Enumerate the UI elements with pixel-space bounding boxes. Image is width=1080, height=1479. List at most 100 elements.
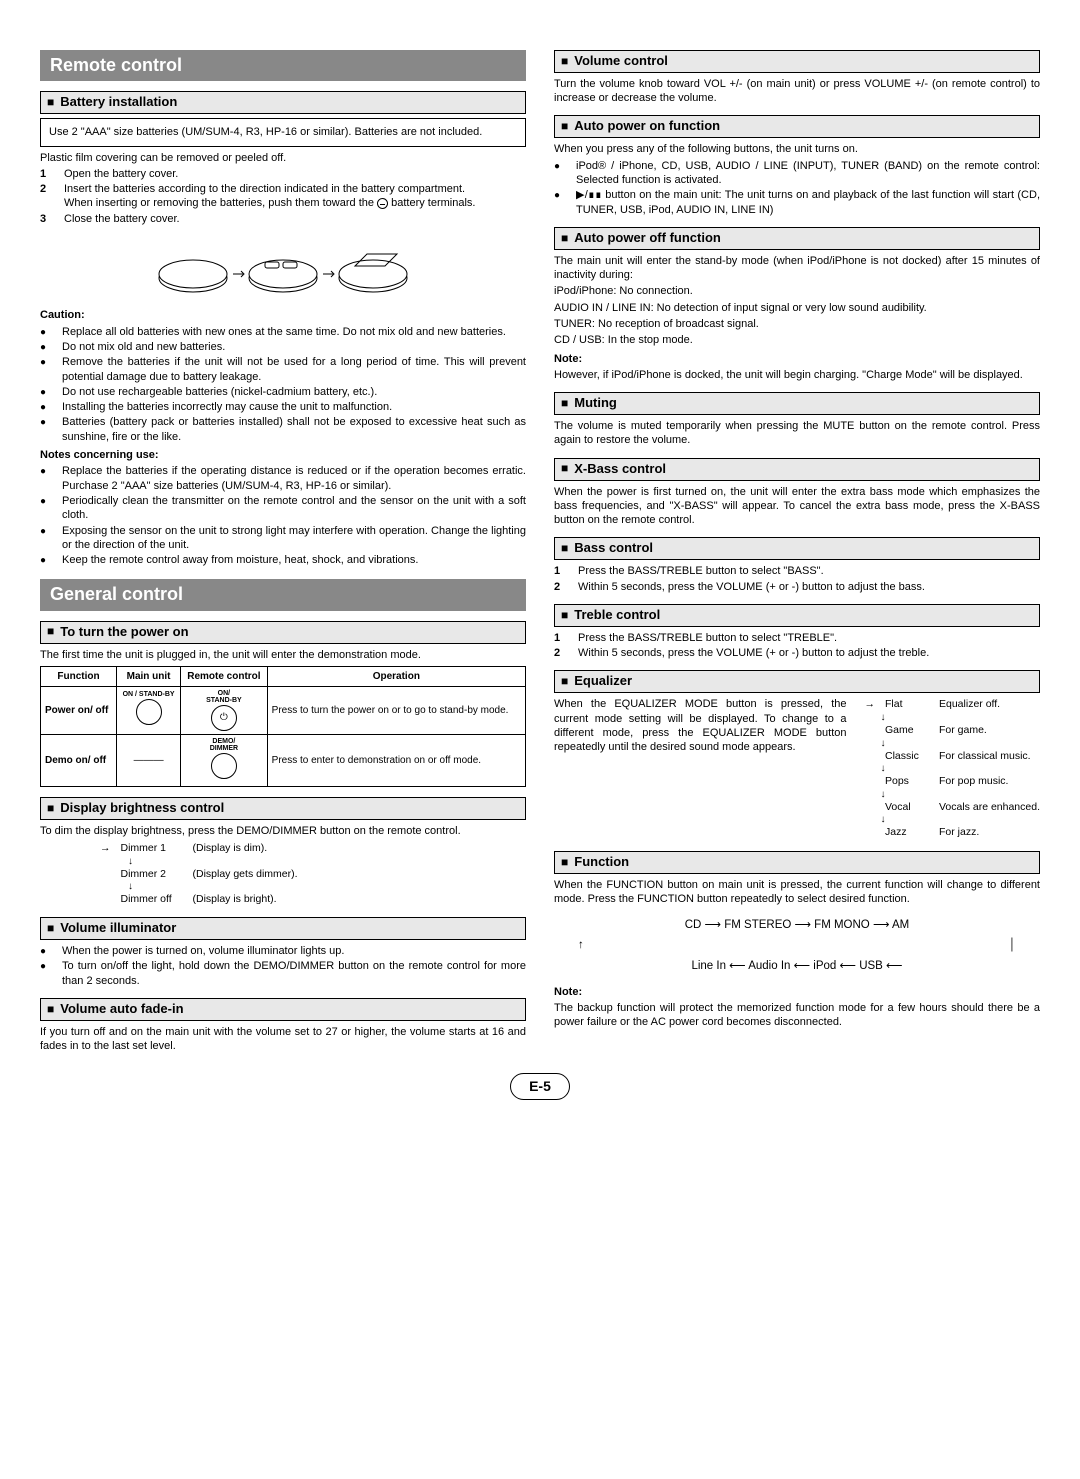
power-remote-icon: ⏻	[211, 705, 237, 731]
subhead-bass-text: Bass control	[574, 540, 653, 557]
caution-item: Replace all old batteries with new ones …	[62, 325, 526, 339]
arrow-down-icon: ↓	[881, 764, 1041, 774]
subhead-eq-text: Equalizer	[574, 673, 632, 690]
eq-desc: For classical music.	[939, 750, 1031, 764]
subhead-bass: Bass control	[554, 537, 1040, 560]
step-num: 2	[554, 646, 568, 660]
eq-mode-list: →FlatEqualizer off. ↓ →GameFor game. ↓ →…	[865, 697, 1041, 841]
subhead-illum-text: Volume illuminator	[60, 920, 176, 937]
step-text: Within 5 seconds, press the VOLUME (+ or…	[578, 646, 1040, 660]
step-num: 3	[40, 212, 54, 226]
step-text: Press the BASS/TREBLE button to select "…	[578, 631, 1040, 645]
dimmer-desc: (Display gets dimmer).	[193, 868, 298, 882]
subhead-fadein: Volume auto fade-in	[40, 998, 526, 1021]
apoff-line: AUDIO IN / LINE IN: No detection of inpu…	[554, 301, 1040, 315]
illum-list: When the power is turned on, volume illu…	[40, 944, 526, 988]
cycle-verticals: ↑│	[564, 935, 1030, 956]
arrow-down-icon: ↓	[128, 882, 526, 892]
subhead-treble-text: Treble control	[574, 607, 660, 624]
step-text: Insert the batteries according to the di…	[64, 182, 526, 211]
power-intro: The first time the unit is plugged in, t…	[40, 648, 526, 662]
step-num: 1	[40, 167, 54, 181]
eq-desc: For game.	[939, 724, 987, 738]
banner-general-control: General control	[40, 579, 526, 610]
left-column: Remote control Battery installation Use …	[40, 50, 526, 1055]
caution-item: Batteries (battery pack or batteries ins…	[62, 415, 526, 444]
arrow-down-icon: ↓	[881, 815, 1041, 825]
subhead-muting: Muting	[554, 392, 1040, 415]
cycle-top: CD ⟶ FM STEREO ⟶ FM MONO ⟶ AM	[564, 915, 1030, 936]
subhead-illuminator: Volume illuminator	[40, 917, 526, 940]
illum-item: To turn on/off the light, hold down the …	[62, 959, 526, 988]
main-btn-label: ON / STAND-BY	[121, 691, 176, 698]
dimmer-desc: (Display is dim).	[193, 842, 268, 856]
func-note-hd: Note:	[554, 985, 1040, 999]
caution-item: Installing the batteries incorrectly may…	[62, 400, 526, 414]
step2-extra: When inserting or removing the batteries…	[64, 197, 377, 209]
eq-mode: Vocal	[885, 801, 929, 815]
function-cycle: CD ⟶ FM STEREO ⟶ FM MONO ⟶ AM ↑│ Line In…	[564, 915, 1030, 977]
arrow-up-icon: ↑	[578, 935, 584, 956]
eq-mode: Game	[885, 724, 929, 738]
dimmer-label: Dimmer 2	[121, 868, 183, 882]
function-table: Function Main unit Remote control Operat…	[40, 666, 526, 787]
notes-item: Replace the batteries if the operating d…	[62, 464, 526, 493]
subhead-mute-text: Muting	[574, 395, 617, 412]
dimmer-cycle: →Dimmer 1(Display is dim). ↓ →Dimmer 2(D…	[100, 842, 526, 907]
apoff-p1: The main unit will enter the stand-by mo…	[554, 254, 1040, 283]
mute-text: The volume is muted temporarily when pre…	[554, 419, 1040, 448]
eq-desc: For pop music.	[939, 775, 1008, 789]
eq-desc: Equalizer off.	[939, 698, 1000, 712]
eq-mode: Pops	[885, 775, 929, 789]
cell-remote: DEMO/ DIMMER	[181, 734, 268, 786]
dimmer-label: Dimmer off	[121, 893, 183, 907]
arrow-down-icon: ↓	[881, 739, 1041, 749]
step2-extra2: battery terminals.	[388, 197, 475, 209]
cell-op: Press to turn the power on or to go to s…	[267, 686, 525, 734]
subhead-brightness-text: Display brightness control	[60, 800, 224, 817]
apon-list: iPod® / iPhone, CD, USB, AUDIO / LINE (I…	[554, 159, 1040, 217]
apon-intro: When you press any of the following butt…	[554, 142, 1040, 156]
subhead-treble: Treble control	[554, 604, 1040, 627]
arrow-icon: →	[865, 698, 876, 712]
vol-text: Turn the volume knob toward VOL +/- (on …	[554, 77, 1040, 106]
arrow-down-icon: │	[1009, 935, 1016, 956]
table-row: Power on/ off ON / STAND-BY ON/ STAND-BY…	[41, 686, 526, 734]
film-text: Plastic film covering can be removed or …	[40, 151, 526, 165]
cell-fn: Power on/ off	[41, 686, 117, 734]
notes-heading: Notes concerning use:	[40, 448, 526, 462]
cell-main: ———	[117, 734, 181, 786]
apon-item: ▶/∎∎ button on the main unit: The unit t…	[576, 188, 1040, 217]
caution-item: Do not mix old and new batteries.	[62, 340, 526, 354]
table-header-row: Function Main unit Remote control Operat…	[41, 666, 526, 686]
cell-fn: Demo on/ off	[41, 734, 117, 786]
subhead-fadein-text: Volume auto fade-in	[60, 1001, 183, 1018]
notes-item: Exposing the sensor on the unit to stron…	[62, 524, 526, 553]
step2-main: Insert the batteries according to the di…	[64, 183, 465, 195]
subhead-vol-text: Volume control	[574, 53, 668, 70]
table-row: Demo on/ off ——— DEMO/ DIMMER Press to e…	[41, 734, 526, 786]
function-text: When the FUNCTION button on main unit is…	[554, 878, 1040, 907]
th-remote: Remote control	[181, 666, 268, 686]
subhead-power-text: To turn the power on	[60, 624, 188, 641]
cell-main: ON / STAND-BY	[117, 686, 181, 734]
th-main-unit: Main unit	[117, 666, 181, 686]
subhead-volume: Volume control	[554, 50, 1040, 73]
eq-desc: Vocals are enhanced.	[939, 801, 1040, 815]
caution-list: Replace all old batteries with new ones …	[40, 325, 526, 444]
apoff-line: TUNER: No reception of broadcast signal.	[554, 317, 1040, 331]
treble-steps: 1Press the BASS/TREBLE button to select …	[554, 631, 1040, 661]
eq-mode: Jazz	[885, 826, 929, 840]
cycle-bot: Line In ⟵ Audio In ⟵ iPod ⟵ USB ⟵	[564, 956, 1030, 977]
step-text: Close the battery cover.	[64, 212, 526, 226]
equalizer-block: When the EQUALIZER MODE button is presse…	[554, 697, 1040, 841]
step-text: Within 5 seconds, press the VOLUME (+ or…	[578, 580, 1040, 594]
fadein-text: If you turn off and on the main unit wit…	[40, 1025, 526, 1054]
power-button-icon	[136, 699, 162, 725]
demo-remote-icon	[211, 753, 237, 779]
caution-item: Do not use rechargeable batteries (nicke…	[62, 385, 526, 399]
step-num: 1	[554, 564, 568, 578]
caution-heading: Caution:	[40, 308, 526, 322]
subhead-apon-text: Auto power on function	[574, 118, 720, 135]
eq-description: When the EQUALIZER MODE button is presse…	[554, 697, 847, 754]
